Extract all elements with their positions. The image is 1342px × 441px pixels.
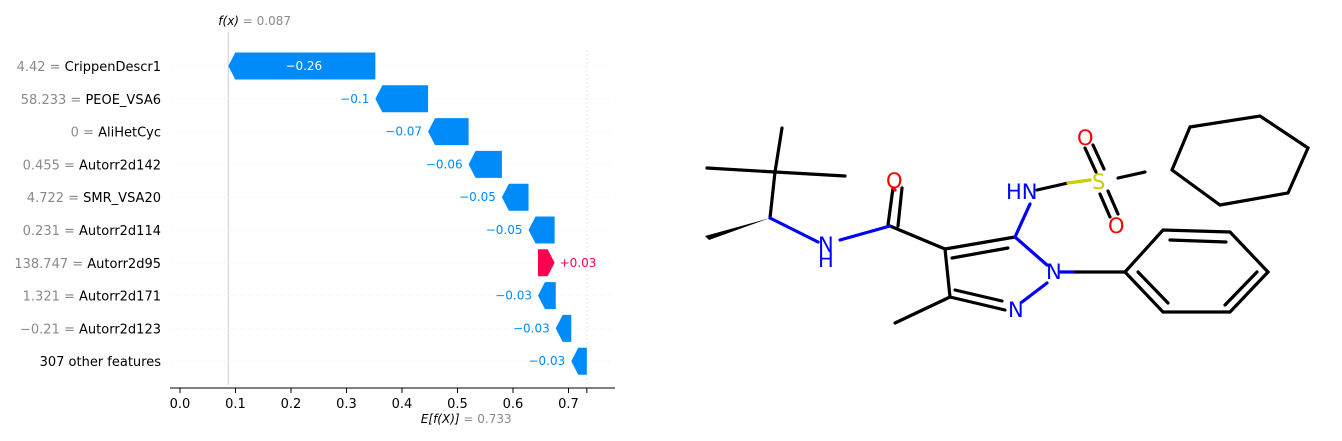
feature-name: AliHetCyc	[98, 126, 161, 141]
molecule-bonds	[705, 114, 1311, 325]
x-tick-label: 0.7	[558, 397, 579, 412]
bar-8	[537, 282, 556, 310]
bar-4	[468, 150, 502, 178]
sulfur-atom: S	[1092, 170, 1105, 194]
s-bonds	[1066, 178, 1092, 185]
bar-7	[537, 249, 555, 277]
bars-group: −0.26 −0.1 −0.07 −0.06 −0.05 −0.05 +0.03 −0.03 −…	[228, 52, 597, 375]
bar-value-label: +0.03	[560, 256, 597, 270]
feature-value: 138.747 =	[14, 257, 87, 272]
feature-name: Autorr2d114	[79, 224, 161, 239]
sulfonyl-oxygen-bottom: O	[1108, 214, 1125, 238]
feature-name: Autorr2d171	[79, 290, 161, 305]
base-name: E[f(X)]	[421, 412, 460, 426]
feature-label: 307 other features	[40, 355, 162, 370]
feature-label: 4.722 = SMR_VSA20	[27, 191, 161, 206]
bar-value-label: −0.06	[426, 157, 463, 171]
feature-value: 58.233 =	[21, 93, 86, 108]
feature-name: PEOE_VSA6	[85, 93, 161, 108]
sulfonyl-oxygen-top: O	[1077, 126, 1094, 150]
molecule-structure: O N H HN S O O N N	[705, 114, 1311, 325]
feature-value: 4.722 =	[27, 191, 83, 206]
feature-name: 307 other features	[40, 355, 162, 370]
pyrazole-n1: N	[1046, 260, 1062, 284]
bar-value-label: −0.03	[513, 321, 550, 335]
feature-name: SMR_VSA20	[83, 191, 161, 206]
x-tick-label: 0.4	[392, 397, 413, 412]
feature-value: 0.455 =	[23, 158, 79, 173]
feature-name: Autorr2d142	[79, 158, 161, 173]
feature-label: 1.321 = Autorr2d171	[23, 290, 161, 305]
feature-label: 0.231 = Autorr2d114	[23, 224, 161, 239]
feature-value: 1.321 =	[23, 290, 79, 305]
bar-5	[501, 183, 529, 211]
fx-marker: f(x) = 0.087	[218, 14, 291, 28]
waterfall-chart: f(x) = 0.087 −0.26−0.1−0.07−0.06−0.05−0.…	[14, 14, 615, 426]
bar-value-label: −0.26	[285, 59, 322, 73]
fx-label: f(x) = 0.087	[218, 14, 291, 28]
bar-10	[571, 347, 587, 375]
sulfonamide-nh: HN	[1006, 180, 1038, 204]
bar-value-label: −0.05	[459, 190, 496, 204]
feature-name: Autorr2d123	[79, 322, 161, 337]
x-tick-label: 0.0	[170, 397, 191, 412]
carbonyl-oxygen: O	[886, 169, 903, 193]
bar-6	[528, 216, 555, 244]
feature-label: −0.21 = Autorr2d123	[20, 322, 161, 337]
x-tick-label: 0.2	[281, 397, 302, 412]
fx-name: f(x)	[218, 14, 239, 28]
base-value: = 0.733	[460, 412, 512, 426]
o-bonds	[891, 186, 897, 192]
feature-value: −0.21 =	[20, 322, 79, 337]
feature-labels: 4.42 = CrippenDescr1 58.233 = PEOE_VSA6 0 …	[14, 60, 161, 370]
fx-value: = 0.087	[239, 14, 291, 28]
feature-value: 0.231 =	[23, 224, 79, 239]
feature-name: Autorr2d95	[87, 257, 161, 272]
n-bonds	[768, 202, 1075, 304]
bar-1	[228, 52, 376, 80]
bar-3	[428, 118, 469, 146]
bar-value-label: −0.03	[528, 354, 565, 368]
x-tick-label: 0.6	[503, 397, 524, 412]
base-value-label: E[f(X)] = 0.733	[421, 412, 512, 426]
wedge-bond	[705, 218, 770, 240]
bar-value-label: −0.03	[495, 289, 532, 303]
bar-value-label: −0.1	[340, 92, 369, 106]
feature-label: 58.233 = PEOE_VSA6	[21, 93, 161, 108]
bar-value-label: −0.05	[486, 223, 523, 237]
feature-name: CrippenDescr1	[65, 60, 161, 75]
feature-label: 0 = AliHetCyc	[71, 126, 161, 141]
feature-label: 138.747 = Autorr2d95	[14, 257, 161, 272]
x-tick-label: 0.1	[225, 397, 246, 412]
amide-hydrogen: H	[818, 248, 834, 272]
feature-label: 4.42 = CrippenDescr1	[17, 60, 161, 75]
x-tick-label: 0.3	[336, 397, 357, 412]
amide-nitrogen: N	[818, 233, 834, 257]
x-tick-label: 0.5	[447, 397, 468, 412]
bar-9	[555, 314, 572, 342]
pyrazole-n2: N	[1008, 298, 1024, 322]
feature-value: 0 =	[71, 126, 98, 141]
feature-value: 4.42 =	[17, 60, 65, 75]
feature-label: 0.455 = Autorr2d142	[23, 158, 161, 173]
atom-labels: O N H HN S O O N N	[818, 126, 1125, 322]
bar-2	[375, 85, 429, 113]
bar-value-label: −0.07	[385, 125, 422, 139]
x-axis: 0.0 0.1 0.2 0.3 0.4 0.5 0.6 0.7	[170, 387, 615, 412]
